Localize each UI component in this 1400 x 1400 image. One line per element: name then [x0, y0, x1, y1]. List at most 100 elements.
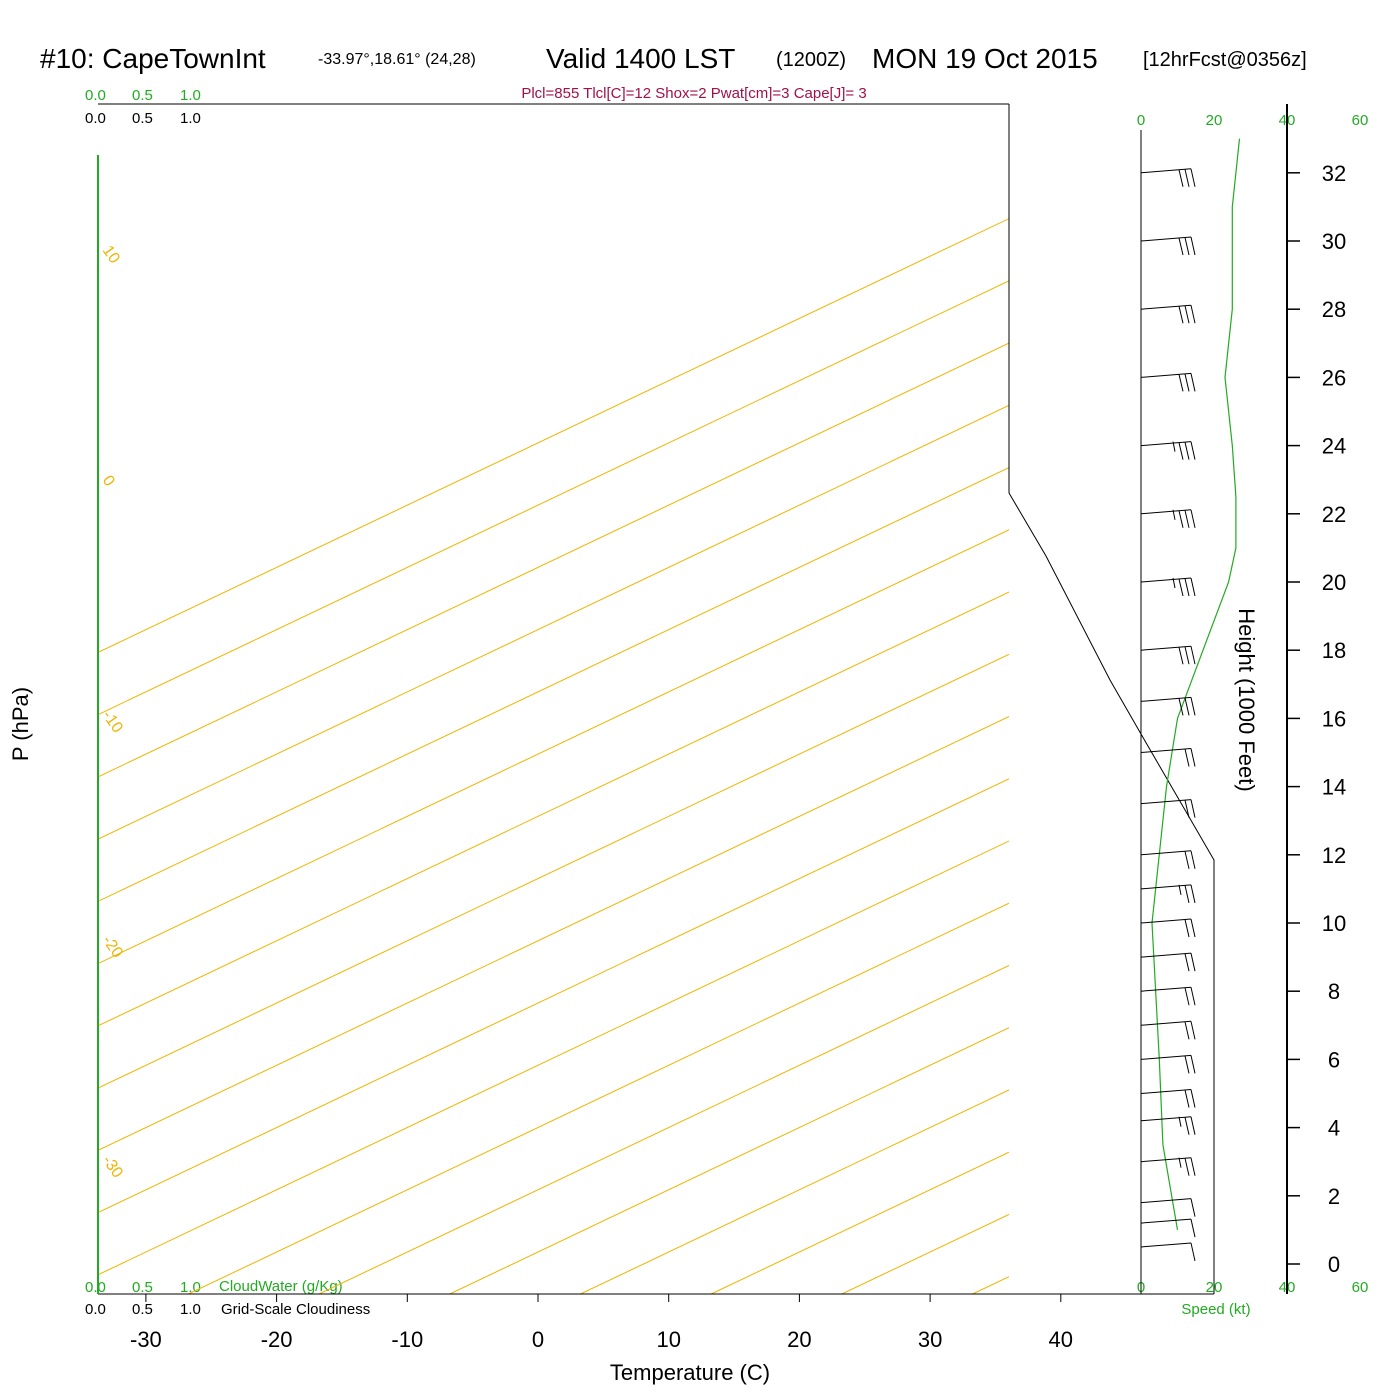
cloudwater-tick: 1.0 [180, 1279, 201, 1296]
barb-shaft [1140, 918, 1192, 924]
barb-flag [1190, 646, 1196, 665]
barb-shaft [1140, 577, 1192, 583]
barb-half-flag [1178, 1116, 1182, 1127]
barb-flag [1178, 237, 1184, 256]
barb-shaft [1140, 850, 1192, 856]
cloudiness-tick: 1.0 [180, 1301, 201, 1318]
wind-barb [1140, 850, 1196, 869]
barb-flag [1190, 509, 1196, 528]
cloudiness-tick: 0.5 [132, 1301, 153, 1318]
zulu-time: (1200Z) [776, 49, 846, 71]
cloudwater-tick: 0.0 [85, 1279, 106, 1296]
wind-panel [1140, 130, 1241, 1294]
height-tick-label: 10 [1322, 911, 1346, 936]
wind-barb [1140, 986, 1196, 1006]
height-tick-label: 0 [1328, 1252, 1340, 1277]
x-tick-label: 0 [532, 1327, 544, 1352]
height-tick-label: 24 [1322, 434, 1346, 459]
barb-flag [1178, 647, 1184, 665]
adiabat-label: 10 [99, 243, 123, 267]
speed-tick: 0 [1137, 112, 1145, 129]
axis-labels: -30-20-100102030402503004005007008501000… [99, 161, 1347, 1352]
barb-shaft [1140, 304, 1192, 310]
barb-flag [1190, 748, 1196, 767]
barb-flag [1190, 1116, 1196, 1135]
barb-flag [1184, 919, 1190, 938]
height-tick-label: 22 [1322, 502, 1346, 527]
barb-flag [1184, 373, 1190, 392]
barb-shaft [1140, 1157, 1192, 1163]
barb-flag [1190, 441, 1196, 460]
speed-axis-label: Speed (kt) [1181, 1301, 1250, 1318]
barb-half-flag [1172, 441, 1176, 452]
isotherm [188, 902, 1009, 1294]
wind-speed-line [1151, 138, 1241, 1231]
speed-tick: 20 [1206, 112, 1223, 129]
barb-shaft [1140, 441, 1192, 447]
x-tick-label: -20 [261, 1327, 293, 1352]
wind-barb [1140, 645, 1196, 665]
barb-flag [1184, 510, 1190, 528]
station-coords: -33.97°,18.61° (24,28) [318, 51, 476, 68]
isotherm [98, 280, 1009, 716]
adiabat-label: -20 [99, 933, 126, 962]
barb-flag [1184, 1055, 1190, 1074]
height-tick-label: 26 [1322, 365, 1346, 390]
barb-flag [1178, 578, 1184, 597]
isotherm [580, 1089, 1009, 1294]
barb-shaft [1140, 884, 1192, 890]
speed-scale-bottom: 0 20 40 60 Speed (kt) [1137, 1279, 1369, 1318]
wind-barb [1140, 509, 1196, 528]
barb-shaft [1140, 1089, 1192, 1094]
wind-barb [1140, 1198, 1196, 1217]
height-tick-label: 32 [1322, 161, 1346, 186]
cloudwater-tick: 0.5 [132, 87, 153, 104]
isotherm [98, 218, 1009, 653]
barb-flag [1190, 884, 1196, 904]
valid-time: Valid 1400 LST [546, 43, 735, 74]
isotherm [449, 1027, 1009, 1294]
speed-tick: 60 [1352, 112, 1369, 129]
wind-barb [1140, 1020, 1196, 1040]
skewt-grid [98, 218, 1009, 1294]
barb-flag [1190, 1089, 1196, 1108]
speed-tick: 60 [1352, 1279, 1369, 1296]
barb-flag [1184, 305, 1190, 324]
barb-flag [1190, 1055, 1196, 1074]
cloudwater-tick: 0.0 [85, 87, 106, 104]
barb-flag [1184, 851, 1190, 869]
x-tick-label: 30 [918, 1327, 942, 1352]
cloudiness-tick: 0.5 [132, 110, 153, 127]
wind-barb [1140, 696, 1196, 716]
barb-half-flag [1178, 1157, 1182, 1168]
height-axis-title: Height (1000 Feet) [1234, 608, 1259, 791]
barb-flag [1184, 646, 1190, 665]
barb-shaft [1140, 696, 1192, 702]
barb-flag [1190, 168, 1196, 187]
barb-flag [1178, 510, 1184, 528]
isotherm [98, 404, 1009, 840]
wind-barb [1140, 952, 1196, 972]
cloudiness-tick: 1.0 [180, 110, 201, 127]
height-tick-label: 12 [1322, 843, 1346, 868]
cloud-scale-top: 0.0 0.5 1.0 0.0 0.5 1.0 [85, 87, 201, 127]
barb-flag [1184, 1089, 1190, 1108]
barb-flag [1184, 800, 1190, 818]
height-tick-label: 28 [1322, 297, 1346, 322]
barb-flag [1184, 748, 1190, 767]
height-tick-label: 16 [1322, 706, 1346, 731]
x-tick-label: 10 [656, 1327, 680, 1352]
wind-barb [1140, 441, 1196, 460]
adiabat-label: -30 [99, 1153, 126, 1182]
isotherm [98, 467, 1009, 902]
wind-barb [1140, 1242, 1196, 1262]
wind-barb [1140, 1116, 1196, 1135]
barb-flag [1178, 698, 1184, 716]
adiabat-label: 0 [99, 473, 118, 490]
wind-barb [1140, 168, 1196, 187]
x-tick-label: 20 [787, 1327, 811, 1352]
wind-barb [1140, 304, 1196, 324]
height-tick-label: 18 [1322, 638, 1346, 663]
height-tick-label: 8 [1328, 979, 1340, 1004]
axes [97, 103, 1300, 1302]
